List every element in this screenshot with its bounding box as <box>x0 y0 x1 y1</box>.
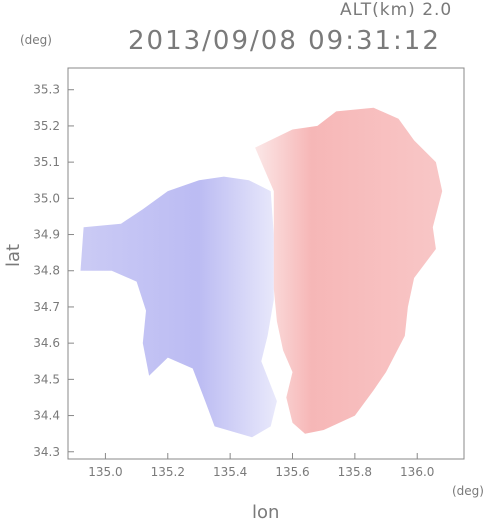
y-tick-label: 34.7 <box>33 300 60 314</box>
x-tick-label: 135.6 <box>275 465 309 479</box>
y-tick-label: 34.6 <box>33 336 60 350</box>
y-tick-label: 34.9 <box>33 228 60 242</box>
y-tick-label: 34.3 <box>33 445 60 459</box>
x-axis-unit: (deg) <box>452 484 484 498</box>
x-tick-label: 135.0 <box>88 465 122 479</box>
y-tick-label: 35.2 <box>33 119 60 133</box>
x-tick-label: 135.8 <box>338 465 372 479</box>
x-tick-label: 135.4 <box>213 465 247 479</box>
y-tick-label: 35.0 <box>33 191 60 205</box>
x-tick-label: 136.0 <box>400 465 434 479</box>
positive-velocity-region <box>255 107 443 434</box>
y-tick-label: 34.4 <box>33 409 60 423</box>
altitude-label: ALT(km) 2.0 <box>340 0 453 20</box>
y-axis-unit: (deg) <box>20 33 52 47</box>
y-tick-label: 35.3 <box>33 83 60 97</box>
plot-frame <box>67 67 465 460</box>
y-tick-label: 34.5 <box>33 372 60 386</box>
y-tick-label: 35.1 <box>33 155 60 169</box>
negative-velocity-region <box>80 176 277 438</box>
x-axis-label: lon <box>252 502 280 523</box>
y-tick-label: 34.8 <box>33 264 60 278</box>
datetime-title: 2013/09/08 09:31:12 <box>128 26 441 56</box>
x-tick-label: 135.2 <box>151 465 185 479</box>
